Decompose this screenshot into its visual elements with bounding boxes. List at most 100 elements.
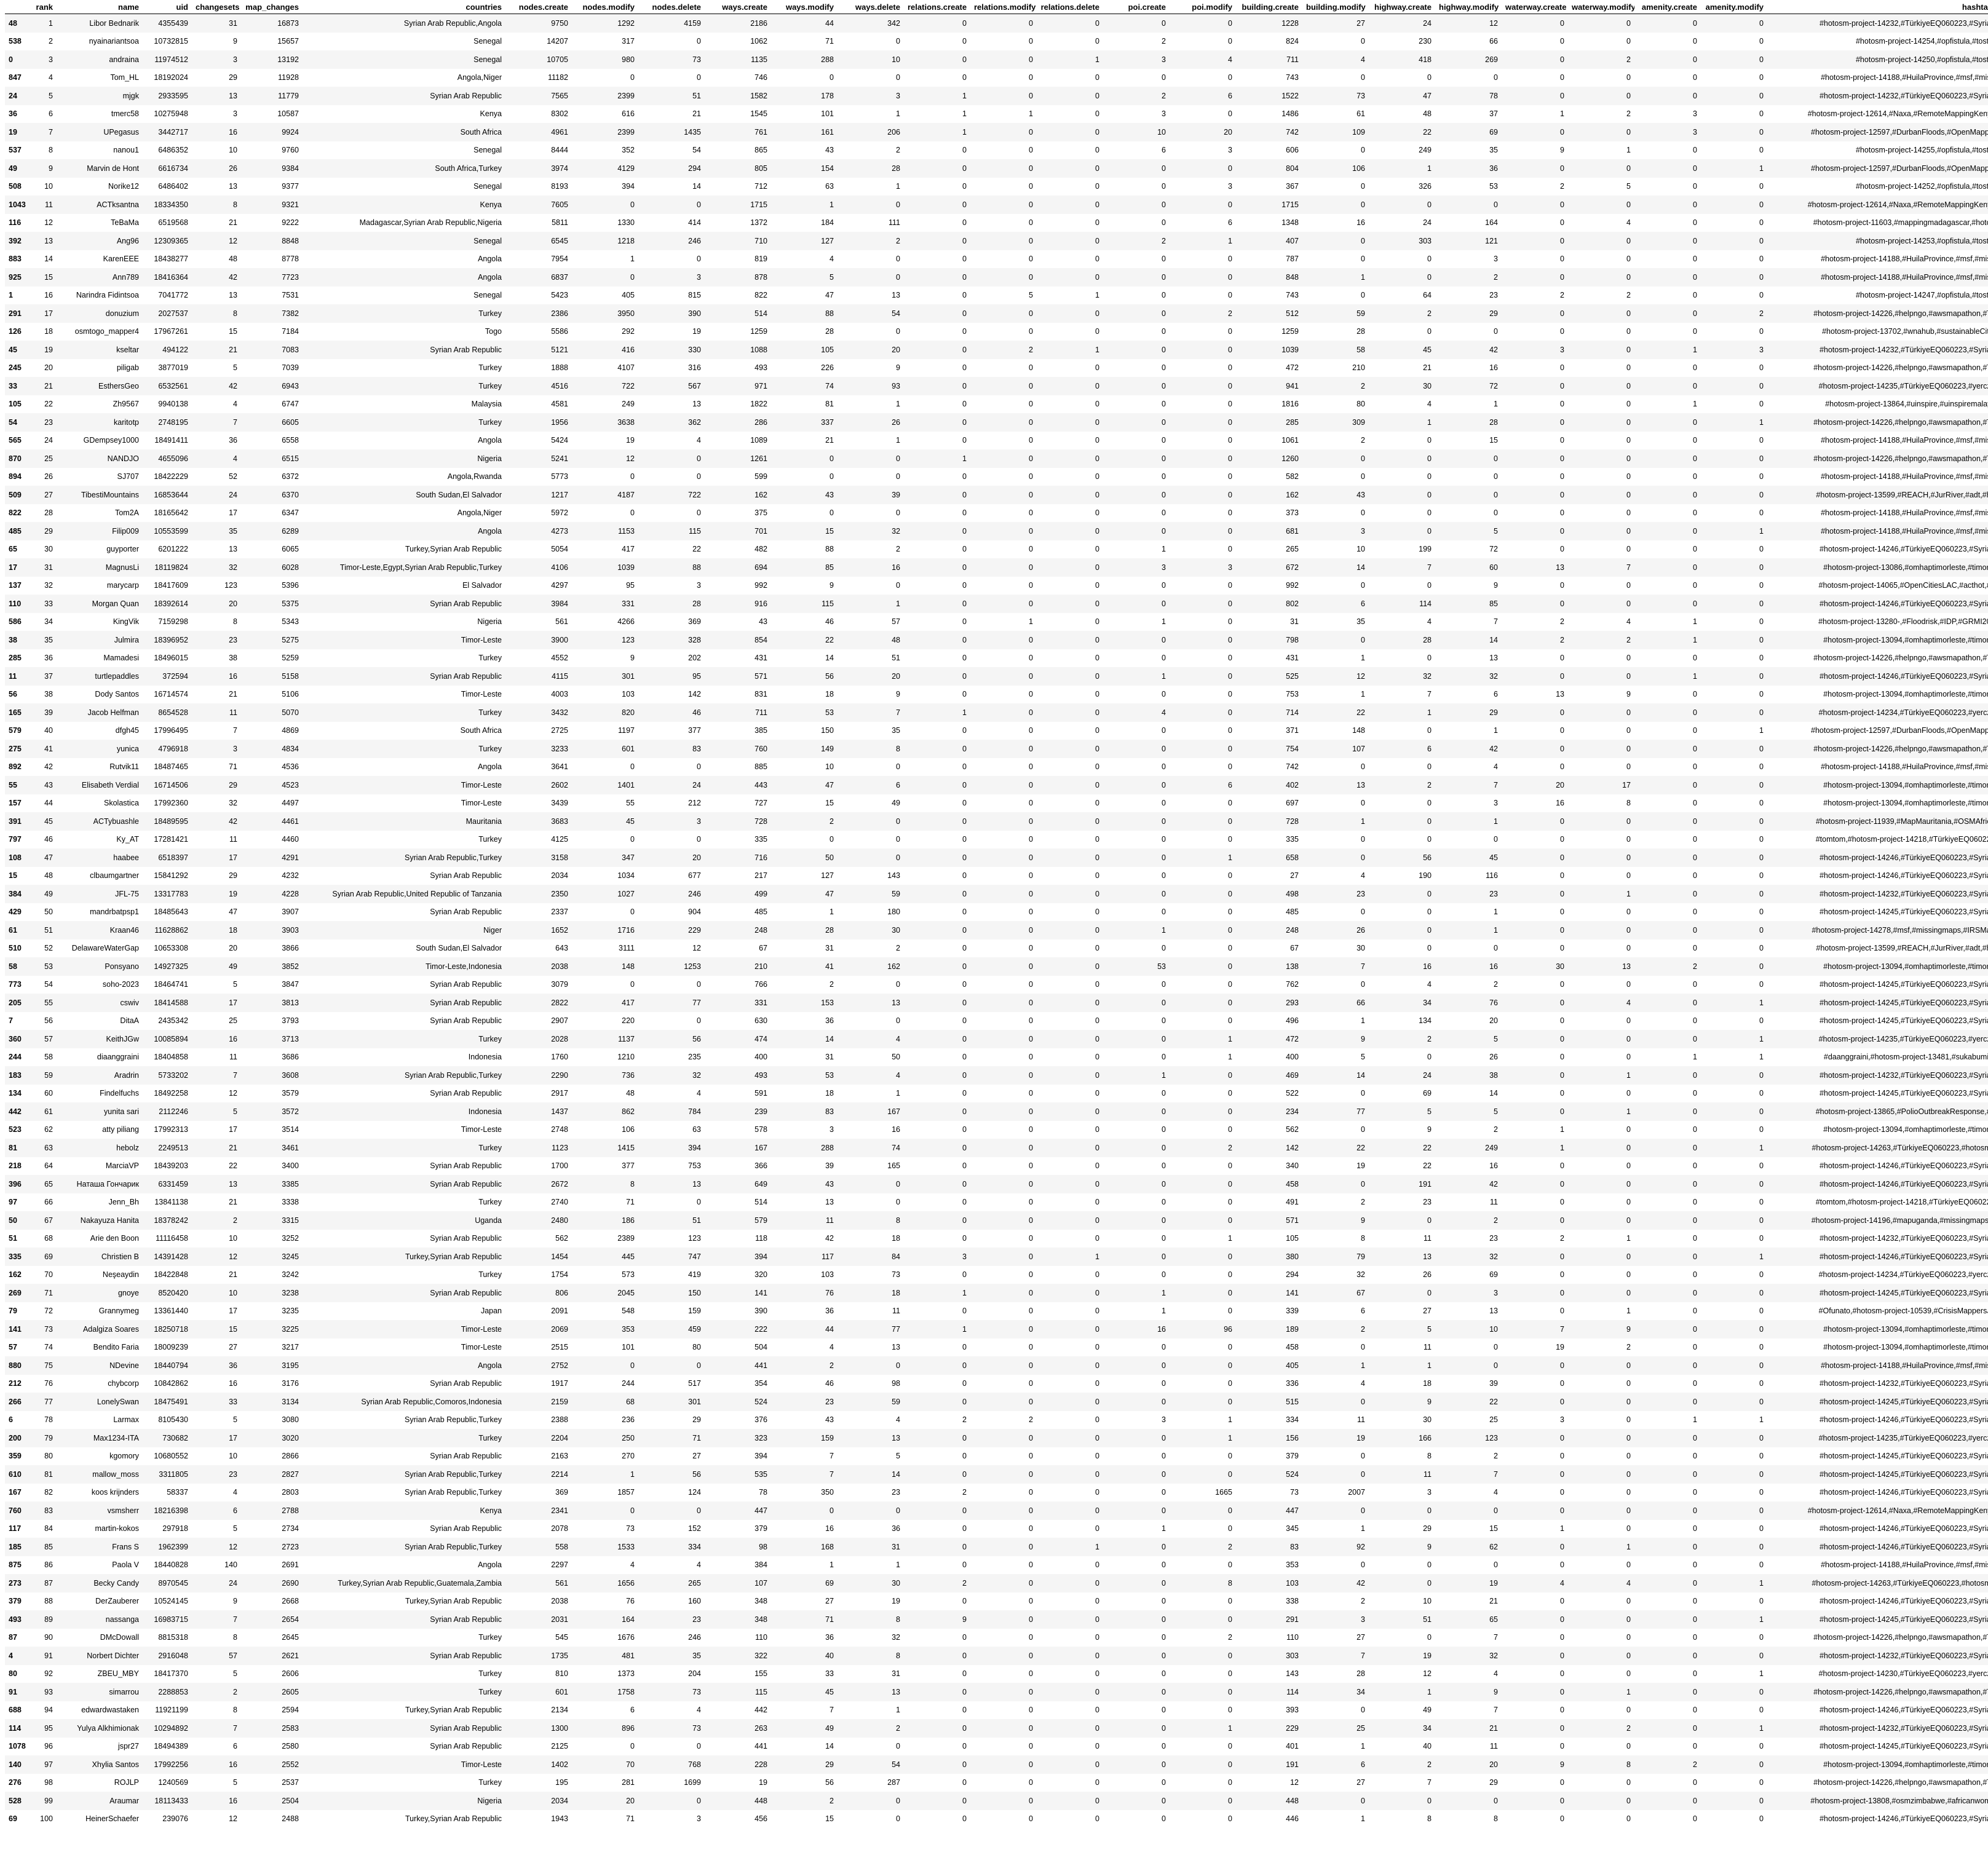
table-cell: 0: [962, 690, 967, 699]
table-cell: Kenya: [480, 1506, 502, 1515]
table-cell: 22: [692, 545, 701, 554]
table-cell: #hotosm-project-14245,#TürkiyeEQ060223,#…: [1819, 1016, 1988, 1026]
table-cell: 0: [1759, 1198, 1764, 1207]
column-header: changesets: [192, 0, 241, 14]
table-row: 6 78 Larmax 8105430 5 3080 Syrian Arab Republi…: [5, 1410, 1988, 1429]
table-cell: 0: [1162, 182, 1166, 191]
table-cell: 4228: [282, 889, 299, 898]
table-cell: 878: [754, 272, 767, 282]
table-cell: 2: [233, 1216, 237, 1225]
table-cell: 0: [896, 1179, 900, 1189]
table-cell: 865: [754, 146, 767, 155]
table-row: 510 52 DelawareWaterGap 10653308 20 3866 South…: [5, 939, 1988, 957]
table-cell: 784: [688, 1107, 701, 1116]
table-cell: Yulya Alkhimionak: [77, 1723, 139, 1733]
table-cell: nanou1: [113, 146, 139, 155]
table-cell: 0: [1029, 1016, 1033, 1026]
table-cell: 0: [1228, 1397, 1232, 1406]
table-cell: 2091: [551, 1307, 568, 1316]
table-cell: 286: [754, 417, 767, 427]
table-cell: 348: [754, 1597, 767, 1606]
table-cell: 20: [1224, 127, 1232, 136]
table-cell: 0: [1693, 1560, 1697, 1570]
table-cell: 16: [1423, 962, 1432, 971]
table-cell: 1582: [750, 91, 767, 100]
table-row: 880 75 NDevine 18440794 36 3195 Angola 2752 0 0 44…: [5, 1356, 1988, 1375]
table-cell: 3080: [282, 1415, 299, 1425]
table-cell: 0: [1029, 37, 1033, 46]
table-cell: 4232: [282, 871, 299, 880]
table-row: 359 80 kgomory 10680552 10 2866 Syrian Arab Re…: [5, 1447, 1988, 1465]
table-cell: 1401: [617, 780, 635, 789]
table-cell: 115: [755, 1687, 767, 1696]
table-cell: 0: [1029, 1397, 1033, 1406]
table-cell: 0: [1626, 1597, 1631, 1606]
table-cell: 20: [1489, 1760, 1498, 1769]
table-cell: 88: [825, 545, 834, 554]
table-cell: 1816: [1281, 400, 1299, 409]
table-cell: 0: [1560, 381, 1564, 390]
table-cell: 38: [44, 690, 53, 699]
table-cell: 0: [1759, 200, 1764, 209]
table-cell: 0: [962, 255, 967, 264]
table-cell: 0: [1626, 726, 1631, 735]
table-cell: 0: [1626, 871, 1631, 880]
table-cell: 0: [1361, 1125, 1365, 1134]
table-cell: #hotosm-project-14245,#TürkiyeEQ060223,#…: [1819, 908, 1988, 917]
table-cell: 26: [229, 164, 237, 173]
table-cell: 76: [626, 1597, 635, 1606]
table-cell: 1: [1427, 1687, 1432, 1696]
table-cell: 3315: [282, 1216, 299, 1225]
table-cell: Senegal: [473, 37, 502, 46]
table-cell: 140: [224, 1560, 237, 1570]
table-cell: 3442717: [158, 127, 188, 136]
table-row: 892 42 Rutvik11 18487465 71 4536 Angola 3641 0 0 8…: [5, 757, 1988, 776]
table-cell: 443: [754, 780, 767, 789]
table-cell: 0: [1029, 1361, 1033, 1370]
table-cell: 14: [1356, 563, 1365, 572]
table-cell: 0: [1095, 835, 1099, 844]
table-cell: 0: [1626, 1524, 1631, 1533]
table-row: 7 56 DitaA 2435342 25 3793 Syrian Arab Republi…: [5, 1011, 1988, 1030]
table-cell: 0: [1560, 545, 1564, 554]
row-index: 54: [9, 417, 17, 427]
table-cell: 0: [1427, 1578, 1432, 1588]
table-cell: 8: [1626, 799, 1631, 808]
table-cell: 26: [892, 417, 900, 427]
table-cell: 0: [1560, 272, 1564, 282]
table-cell: 379: [754, 1524, 767, 1533]
table-cell: 3: [697, 272, 701, 282]
table-cell: 7531: [282, 291, 299, 300]
table-cell: 716: [754, 853, 767, 862]
table-cell: MarciaVP: [105, 1161, 139, 1171]
table-cell: 33: [44, 599, 53, 608]
table-cell: 30: [1556, 962, 1564, 971]
table-cell: Uganda: [475, 1216, 502, 1225]
table-cell: 0: [1361, 182, 1365, 191]
table-cell: 2034: [551, 1796, 568, 1805]
table-cell: 0: [1228, 835, 1232, 844]
table-cell: 0: [1427, 1560, 1432, 1570]
table-cell: Syrian Arab Republic,Turkey: [405, 1415, 502, 1425]
table-cell: 155: [754, 1669, 767, 1679]
table-cell: 0: [1095, 381, 1099, 390]
table-cell: Turkey: [478, 708, 502, 717]
table-cell: 0: [1095, 109, 1099, 119]
table-cell: 0: [1029, 962, 1033, 971]
table-cell: 1: [1759, 726, 1764, 735]
table-cell: 0: [1759, 1597, 1764, 1606]
table-cell: 0: [962, 1760, 967, 1769]
table-cell: 0: [1095, 1597, 1099, 1606]
table-cell: 16: [229, 127, 237, 136]
table-cell: 3638: [617, 417, 635, 427]
table-cell: Syrian Arab Republic,Comoros,Indonesia: [361, 1397, 502, 1406]
table-cell: 0: [1095, 363, 1099, 373]
table-cell: 0: [1095, 671, 1099, 681]
table-cell: 0: [1095, 1125, 1099, 1134]
table-cell: 376: [754, 1415, 767, 1425]
row-index: 97: [9, 1198, 17, 1207]
table-cell: #hotosm-project-12597,#DurbanFloods,#Ope…: [1811, 127, 1988, 136]
table-cell: 96: [1224, 1324, 1232, 1334]
table-cell: 18417609: [154, 581, 188, 590]
row-index: 870: [9, 454, 22, 463]
